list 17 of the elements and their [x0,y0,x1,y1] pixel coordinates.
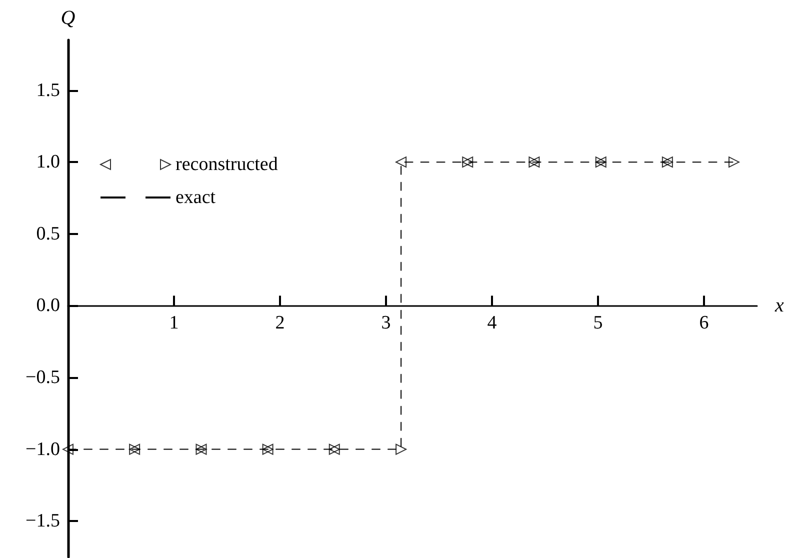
y-axis-title: Q [60,7,76,29]
y-tick-label: 0.5 [36,223,60,244]
y-tick-label: 1.0 [36,152,60,173]
legend-label: reconstructed [176,154,278,175]
y-tick-label: −1.5 [26,510,60,532]
y-tick-label: −0.5 [26,366,60,388]
y-tick-label: −1.0 [26,438,60,460]
x-axis-title: x [774,294,784,317]
x-tick-label: 1 [169,312,179,334]
y-tick-label: 1.5 [36,80,60,101]
x-tick-label: 2 [275,312,285,334]
x-tick-label: 3 [381,312,391,334]
y-tick-label: 0.0 [36,295,60,316]
x-tick-label: 5 [593,312,603,334]
legend-label: exact [176,187,216,208]
x-tick-label: 6 [699,312,709,334]
x-tick-label: 4 [487,312,498,334]
